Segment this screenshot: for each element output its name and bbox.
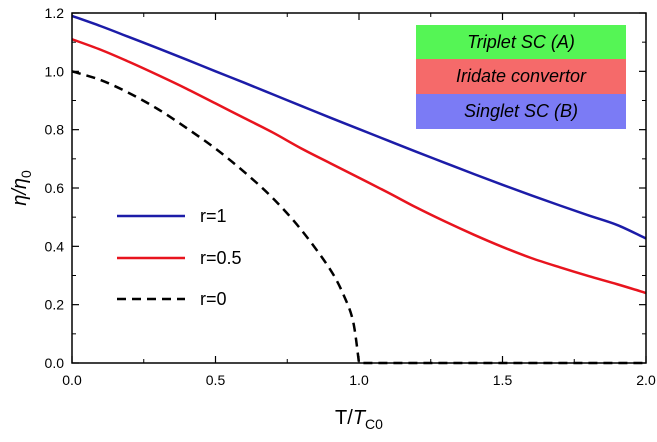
y-tick-label: 1.0 <box>45 63 65 79</box>
layer-iridate-label: Iridate convertor <box>456 66 587 86</box>
y-axis-label: η/η0 <box>9 170 34 206</box>
layer-iridate-box <box>416 59 626 94</box>
legend-label-r05: r=0.5 <box>200 248 242 268</box>
layer-singlet-label: Singlet SC (B) <box>464 101 578 121</box>
x-tick-label: 0.5 <box>206 372 226 388</box>
x-axis-label: T/TC0 <box>335 407 383 432</box>
series-line-r1 <box>71 14 647 240</box>
y-axis-label-sub: 0 <box>18 170 34 178</box>
x-axis-label-T: T <box>335 407 347 429</box>
plot-frame <box>71 12 647 364</box>
y-tick-label: 0.4 <box>45 238 65 254</box>
x-tick-label: 2.0 <box>636 372 656 388</box>
y-tick-label: 0.0 <box>45 355 65 371</box>
legend-label-r0: r=0 <box>200 289 227 309</box>
layer-triplet-box <box>416 25 626 59</box>
legend-label-r1: r=1 <box>200 206 227 226</box>
series-layer <box>71 14 647 365</box>
x-tick-label: 1.0 <box>349 372 369 388</box>
tick-labels: 0.0 0.5 1.0 1.5 2.0 0.0 0.2 0.4 0.6 0.8 1.0 1.2 <box>45 5 656 388</box>
series-line-r05 <box>71 38 647 295</box>
x-axis-label-italic-T: T <box>353 407 367 429</box>
layer-singlet-box <box>416 94 626 129</box>
y-tick-label: 1.2 <box>45 5 65 21</box>
series-line-r0 <box>71 70 646 365</box>
legend: r=1 r=0.5 r=0 <box>117 206 242 309</box>
layer-triplet-label: Triplet SC (A) <box>467 32 575 52</box>
y-tick-label: 0.6 <box>45 180 65 196</box>
y-axis-label-main: η/η <box>9 178 31 206</box>
x-axis-label-sep: / <box>347 407 353 429</box>
x-tick-label: 0.0 <box>62 372 82 388</box>
y-tick-label: 0.2 <box>45 297 65 313</box>
x-tick-label: 1.5 <box>493 372 513 388</box>
x-axis-label-sub: C0 <box>365 416 383 432</box>
y-tick-label: 0.8 <box>45 122 65 138</box>
layer-inset: Triplet SC (A) Iridate convertor Singlet… <box>416 25 626 129</box>
